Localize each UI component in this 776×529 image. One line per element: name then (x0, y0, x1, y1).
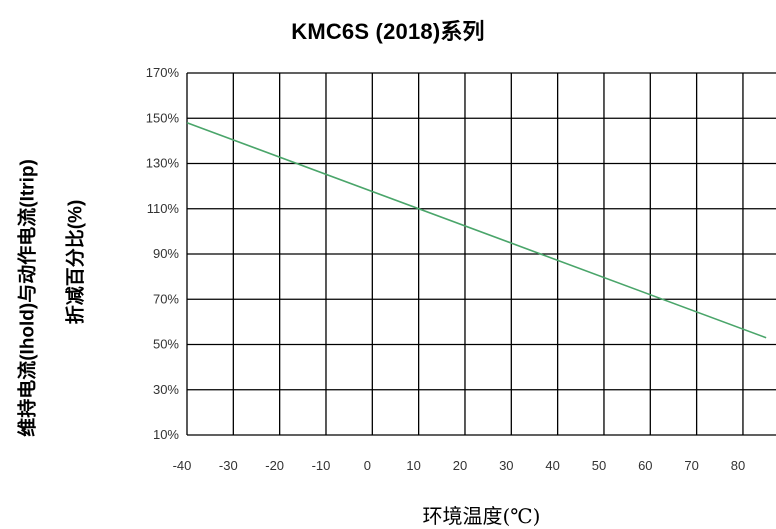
y-tick-label: 110% (147, 201, 180, 216)
x-tick-label: -10 (312, 458, 331, 473)
x-tick-label: 20 (453, 458, 467, 473)
y-tick-label: 70% (153, 291, 179, 306)
x-axis-label: 环境温度(℃) (422, 504, 541, 528)
x-tick-label: 40 (545, 458, 559, 473)
x-tick-label: 80 (731, 458, 745, 473)
x-tick-label: 70 (684, 458, 698, 473)
x-tick-label: -30 (219, 458, 238, 473)
x-tick-label: -40 (173, 458, 192, 473)
x-tick-label: 50 (592, 458, 606, 473)
x-tick-label: -20 (265, 458, 284, 473)
y-tick-label: 30% (153, 382, 179, 397)
x-tick-label: 30 (499, 458, 513, 473)
series-line (186, 122, 767, 339)
y-tick-label: 130% (146, 156, 180, 171)
x-tick-label: 0 (364, 458, 371, 473)
y-tick-label: 90% (153, 246, 179, 261)
x-tick-label: 60 (638, 458, 652, 473)
y-tick-label: 170% (146, 65, 180, 80)
y-tick-label: 50% (153, 337, 179, 352)
x-tick-label: 10 (406, 458, 420, 473)
y-tick-label: 150% (146, 110, 180, 125)
chart-title: KMC6S (2018)系列 (291, 19, 485, 44)
y-tick-label: 10% (153, 427, 179, 442)
